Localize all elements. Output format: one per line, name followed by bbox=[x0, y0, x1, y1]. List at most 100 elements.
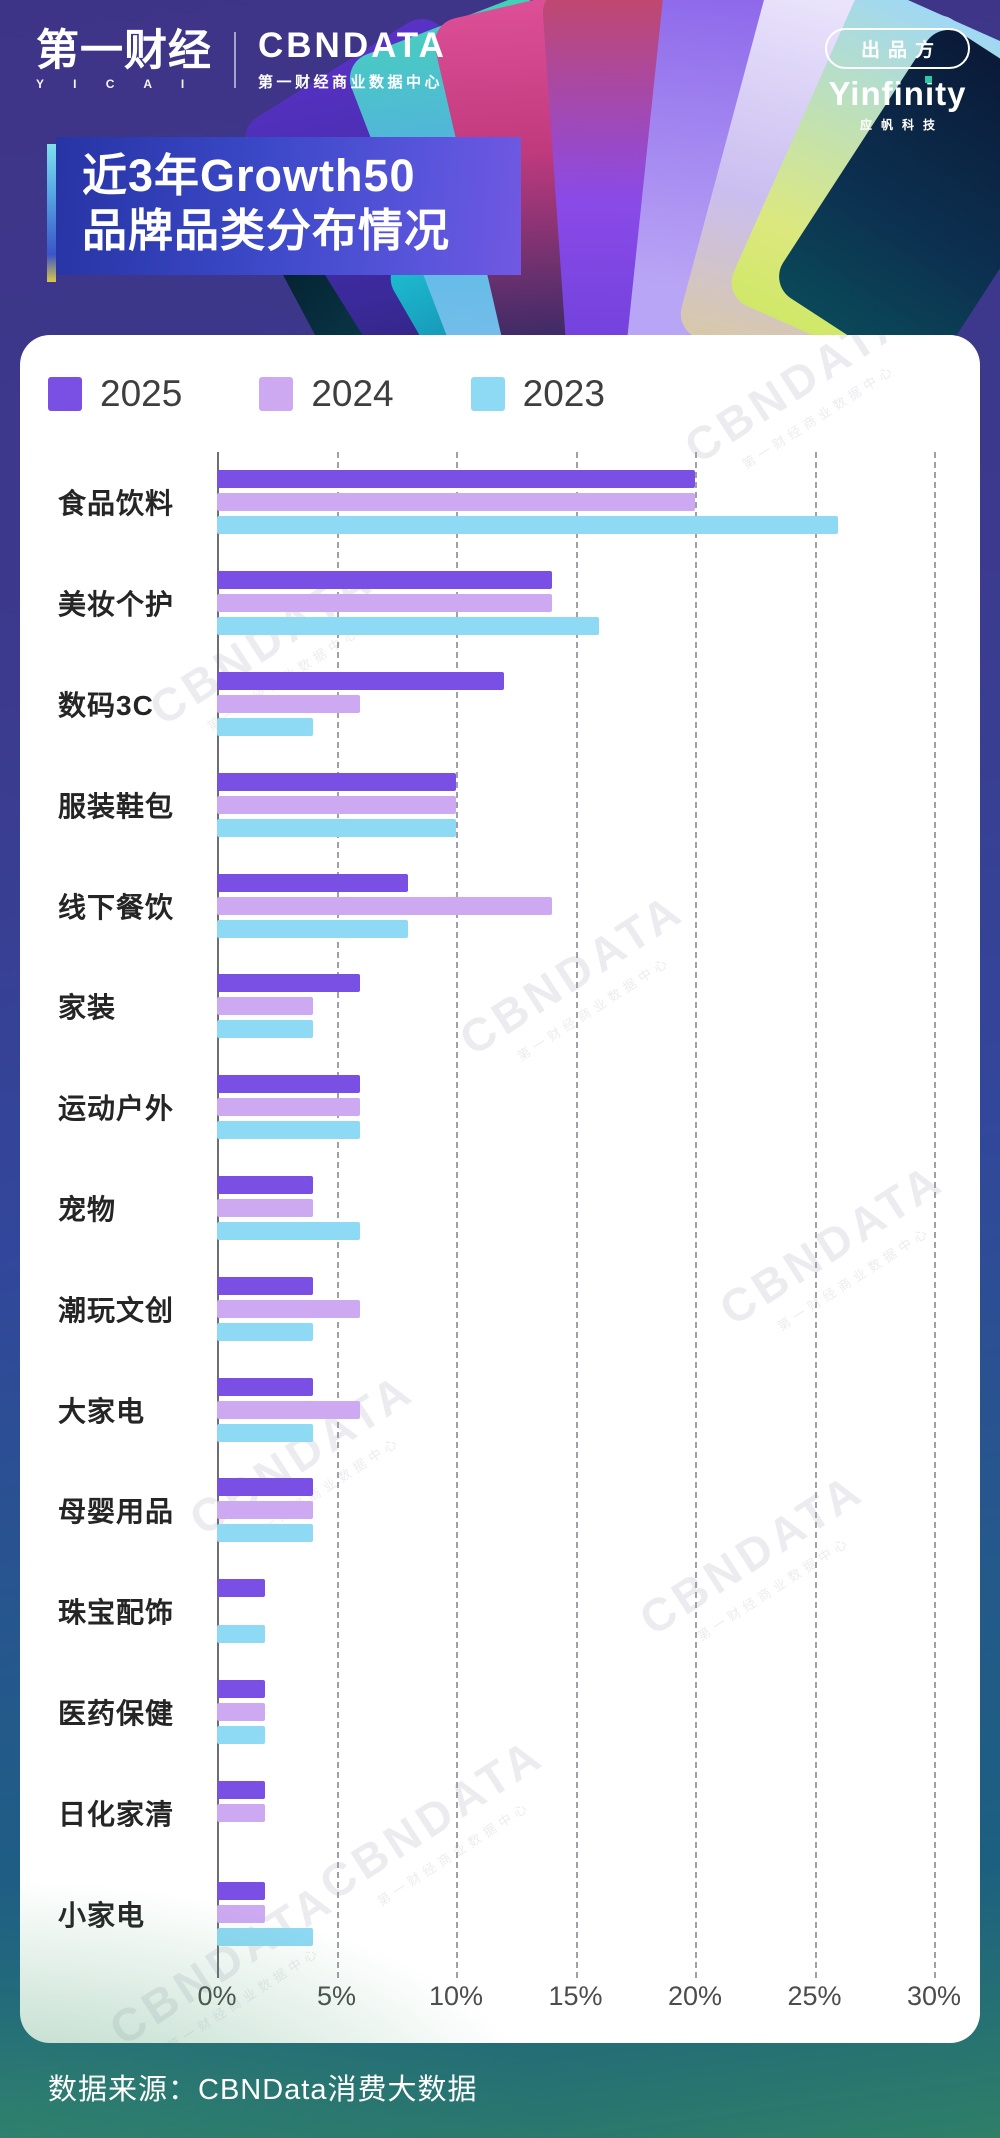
bar-2025 bbox=[217, 1377, 313, 1396]
bar-2023 bbox=[217, 717, 313, 736]
bar-2025 bbox=[217, 974, 361, 993]
bar-2024 bbox=[217, 997, 313, 1016]
chart-card: CBNDATA 第一财经商业数据中心 CBNDATA 第一财经商业数据中心 CBNDAT… bbox=[20, 335, 980, 2043]
legend-label-2023: 2023 bbox=[522, 373, 605, 414]
yicai-logo-text: 第一财经 bbox=[36, 26, 212, 75]
legend-item-2024: 2024 bbox=[259, 373, 394, 415]
chart-row: 线下餐饮 bbox=[58, 855, 934, 956]
chart-row: 母婴用品 bbox=[58, 1460, 934, 1561]
title-banner: 近3年Growth50 品牌品类分布情况 bbox=[47, 137, 521, 282]
bar-2023 bbox=[217, 1221, 361, 1240]
bar-2024 bbox=[217, 1299, 361, 1318]
bar-2025 bbox=[217, 873, 409, 892]
bar-2025 bbox=[217, 1478, 313, 1497]
bar-2024 bbox=[217, 594, 552, 613]
category-label: 服装鞋包 bbox=[58, 790, 175, 822]
bar-2025 bbox=[217, 1579, 265, 1598]
legend-swatch-2025 bbox=[48, 377, 82, 411]
category-label: 线下餐饮 bbox=[58, 891, 175, 923]
bar-2023 bbox=[217, 1927, 313, 1946]
bar-group bbox=[217, 571, 934, 636]
category-label: 数码3C bbox=[58, 689, 154, 721]
chart-row: 美妆个护 bbox=[58, 553, 934, 654]
bar-2024 bbox=[217, 493, 695, 512]
bar-2023 bbox=[217, 818, 456, 837]
bar-chart: 食品饮料 美妆个护 数码3C 服装鞋包 线下餐饮 家装 运动户外 宠物 潮玩文创 大家电 母婴用品珠… bbox=[20, 452, 980, 1978]
gridline bbox=[575, 452, 578, 1978]
bar-2024 bbox=[217, 1904, 265, 1923]
bar-2025 bbox=[217, 671, 504, 690]
x-axis-label: 0% bbox=[197, 1981, 237, 2011]
bar-group bbox=[217, 873, 934, 938]
category-label: 潮玩文创 bbox=[58, 1294, 175, 1326]
bar-2024 bbox=[217, 1702, 265, 1721]
x-axis-label: 10% bbox=[428, 1981, 484, 2011]
bar-2023 bbox=[217, 1020, 313, 1039]
gridline bbox=[336, 452, 339, 1978]
yinfinity-logo-subtext: 应帆科技 bbox=[859, 118, 944, 132]
bar-group bbox=[217, 671, 934, 736]
bar-2023 bbox=[217, 919, 409, 938]
bar-group bbox=[217, 470, 934, 535]
bar-2025 bbox=[217, 1780, 265, 1799]
x-axis: 0% 5% 10% 15% 20% 25% 30% bbox=[197, 1981, 961, 2021]
category-label: 医药保健 bbox=[58, 1697, 175, 1729]
chart-row: 医药保健 bbox=[58, 1662, 934, 1763]
chart-rows: 食品饮料 美妆个护 数码3C 服装鞋包 线下餐饮 家装 运动户外 宠物 潮玩文创 大家电 母婴用品珠… bbox=[58, 452, 934, 1964]
bar-2024 bbox=[217, 694, 361, 713]
chart-row: 日化家清 bbox=[58, 1762, 934, 1863]
category-label: 家装 bbox=[58, 992, 117, 1024]
chart-legend: 2025 2024 2023 bbox=[48, 373, 605, 415]
category-label: 运动户外 bbox=[58, 1093, 175, 1125]
category-label: 小家电 bbox=[58, 1899, 146, 1931]
bar-group bbox=[217, 1075, 934, 1140]
chart-row: 服装鞋包 bbox=[58, 754, 934, 855]
bar-2023 bbox=[217, 516, 839, 535]
producer-badge: 出品方 bbox=[824, 28, 970, 69]
bar-2024 bbox=[217, 1803, 265, 1822]
bar-group bbox=[217, 1175, 934, 1240]
producer-block: 出品方 Yinfinity 应帆科技 bbox=[824, 28, 970, 133]
bar-group bbox=[217, 772, 934, 837]
bar-2023 bbox=[217, 1725, 265, 1744]
gridline bbox=[814, 452, 817, 1978]
bar-2023 bbox=[217, 1423, 313, 1442]
yinfinity-dot-icon bbox=[925, 76, 933, 83]
x-axis-label: 30% bbox=[906, 1981, 962, 2011]
category-label: 母婴用品 bbox=[58, 1496, 175, 1528]
bar-2025 bbox=[217, 1881, 265, 1900]
gridline bbox=[934, 452, 936, 1978]
legend-swatch-2023 bbox=[470, 377, 505, 411]
bar-2024 bbox=[217, 1198, 313, 1217]
bar-group bbox=[217, 1377, 934, 1442]
x-axis-label: 5% bbox=[316, 1981, 357, 2011]
logo-divider bbox=[234, 32, 236, 88]
chart-row: 大家电 bbox=[58, 1359, 934, 1460]
x-axis-label: 25% bbox=[787, 1981, 842, 2011]
bar-2025 bbox=[217, 470, 695, 489]
category-label: 宠物 bbox=[58, 1193, 117, 1225]
x-axis-label: 15% bbox=[548, 1981, 603, 2011]
legend-swatch-2024 bbox=[259, 377, 294, 411]
bar-group bbox=[217, 1679, 934, 1744]
bar-2025 bbox=[217, 571, 552, 590]
yicai-logo-subtext: Y I C A I bbox=[36, 76, 198, 91]
chart-row: 数码3C bbox=[58, 654, 934, 755]
page-title-line-1: 近3年Growth50 bbox=[82, 150, 416, 201]
x-axis-label: 20% bbox=[667, 1981, 723, 2011]
legend-label-2024: 2024 bbox=[311, 373, 394, 414]
header: 第一财经 Y I C A I CBNDATA 第一财经商业数据中心 bbox=[36, 28, 447, 92]
legend-item-2025: 2025 bbox=[48, 373, 182, 415]
chart-row: 食品饮料 bbox=[58, 452, 934, 553]
bar-2024 bbox=[217, 1098, 361, 1117]
bar-2025 bbox=[217, 1679, 265, 1698]
bar-2025 bbox=[217, 772, 456, 791]
bar-2023 bbox=[217, 1625, 265, 1644]
bar-2025 bbox=[217, 1175, 313, 1194]
bar-group bbox=[217, 974, 934, 1039]
cbndata-logo-text: CBNDATA bbox=[258, 26, 447, 65]
legend-label-2025: 2025 bbox=[100, 373, 183, 414]
yinfinity-logo: Yinfinity bbox=[829, 75, 967, 113]
gridline bbox=[695, 452, 697, 1978]
